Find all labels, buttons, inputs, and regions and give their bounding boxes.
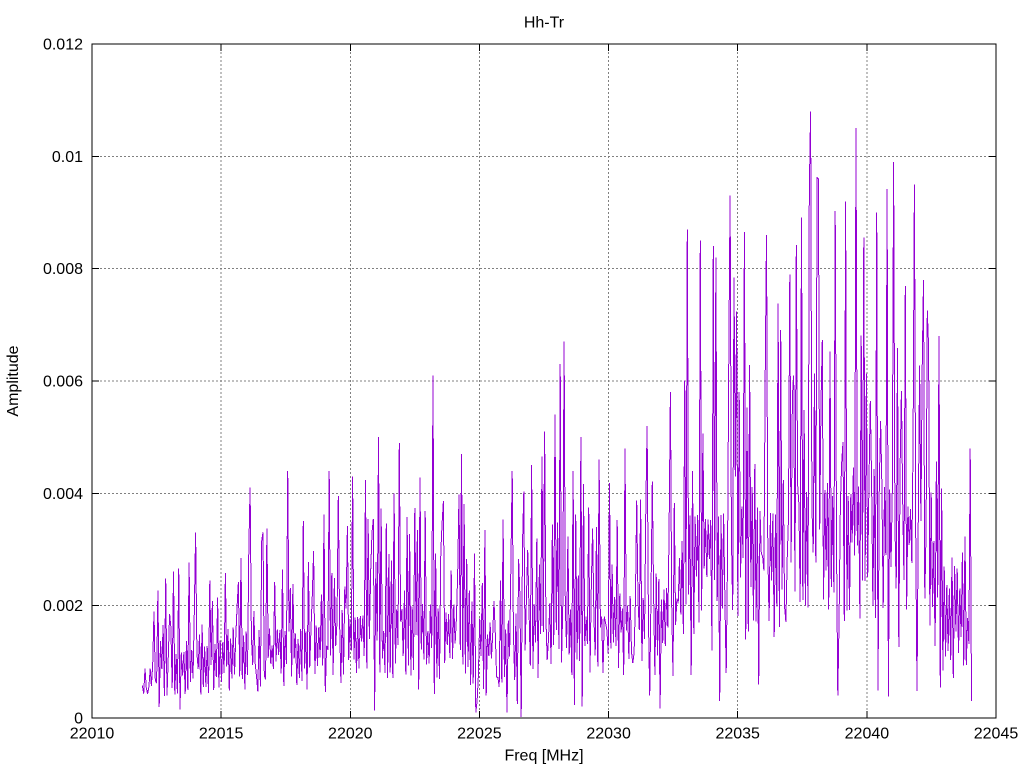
svg-text:22030: 22030 xyxy=(586,726,631,743)
svg-text:0.002: 0.002 xyxy=(43,598,83,615)
svg-text:0.006: 0.006 xyxy=(43,374,83,391)
svg-text:22035: 22035 xyxy=(715,726,760,743)
svg-text:0.008: 0.008 xyxy=(43,261,83,278)
svg-text:22010: 22010 xyxy=(70,726,115,743)
svg-text:22045: 22045 xyxy=(974,726,1019,743)
svg-text:22015: 22015 xyxy=(199,726,244,743)
svg-text:0.01: 0.01 xyxy=(52,149,83,166)
svg-text:Freq [MHz]: Freq [MHz] xyxy=(504,748,583,765)
svg-text:Hh-Tr: Hh-Tr xyxy=(524,15,565,32)
svg-text:0: 0 xyxy=(74,711,83,728)
svg-text:22025: 22025 xyxy=(457,726,502,743)
svg-text:0.004: 0.004 xyxy=(43,486,83,503)
svg-text:Amplitude: Amplitude xyxy=(5,345,22,416)
svg-text:0.012: 0.012 xyxy=(43,37,83,54)
svg-text:22040: 22040 xyxy=(845,726,890,743)
svg-text:22020: 22020 xyxy=(328,726,373,743)
